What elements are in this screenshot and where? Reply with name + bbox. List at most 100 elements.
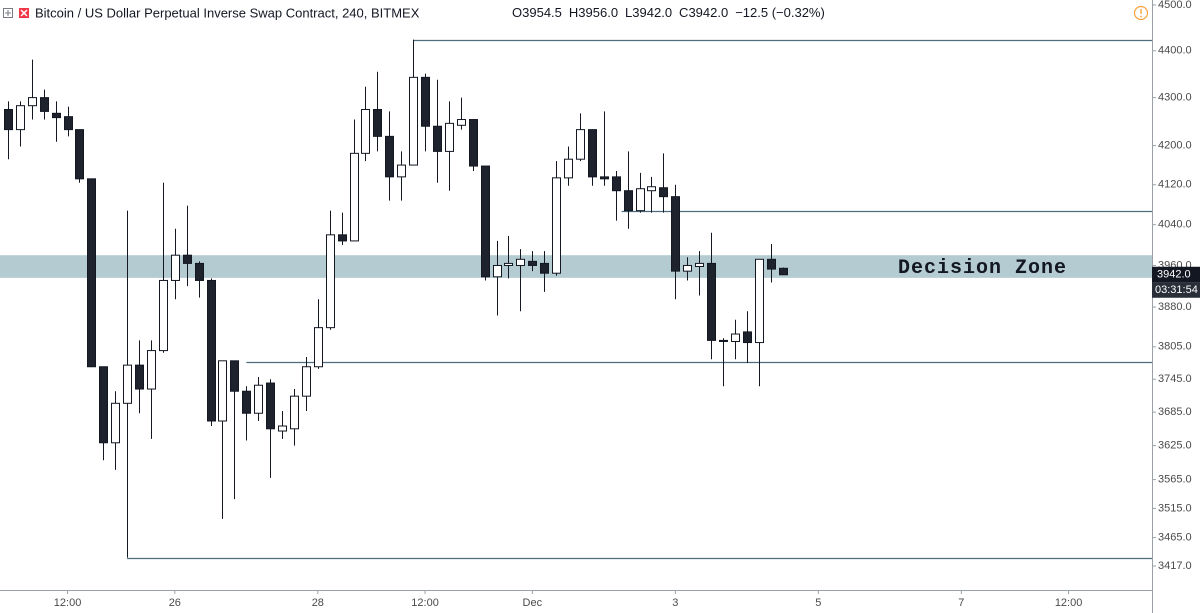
y-tick-label: 3805.0 xyxy=(1158,341,1192,353)
y-tick-label: 3565.0 xyxy=(1158,474,1192,486)
candle-body xyxy=(647,186,656,192)
header-icons[interactable] xyxy=(3,8,30,18)
zone-label: Decision Zone xyxy=(898,257,1067,280)
last-price-tag xyxy=(1152,266,1200,283)
candle-body xyxy=(397,164,406,178)
candle-body xyxy=(218,360,227,422)
ohlc-value: 3956.0 xyxy=(578,5,618,20)
candle-body xyxy=(719,339,728,342)
candle-body xyxy=(75,129,84,180)
candle-body xyxy=(326,234,335,329)
x-tick-label: 12:00 xyxy=(1055,597,1083,609)
candle-body xyxy=(600,176,609,180)
candle-body xyxy=(111,402,120,444)
chart-title: Bitcoin / US Dollar Perpetual Inverse Sw… xyxy=(35,5,420,20)
candle-body xyxy=(350,152,359,242)
candle-body xyxy=(64,116,73,131)
candle-body xyxy=(433,125,442,152)
candle-body xyxy=(242,390,251,414)
plot-area: Decision Zone xyxy=(0,39,1152,560)
candle-body xyxy=(195,262,204,281)
candle-body xyxy=(683,264,692,272)
candle-body xyxy=(266,382,275,430)
candle-body xyxy=(767,258,776,270)
candle-body xyxy=(123,364,132,404)
y-tick-label: 4400.0 xyxy=(1158,45,1192,57)
candle-body xyxy=(278,425,287,432)
candle-body xyxy=(540,262,549,274)
decision-zone xyxy=(0,255,1152,278)
y-tick-label: 4040.0 xyxy=(1158,219,1192,231)
candle-body xyxy=(469,119,478,167)
candle-body xyxy=(16,105,25,131)
candle-body xyxy=(290,395,299,430)
candle-body xyxy=(207,279,216,422)
collapse-icon[interactable] xyxy=(3,8,13,18)
candle-body xyxy=(254,384,263,414)
candle-body xyxy=(588,129,597,178)
candle-body xyxy=(87,178,96,368)
candle-body xyxy=(755,258,764,344)
ohlc-key: C xyxy=(679,5,688,20)
candle-body xyxy=(99,366,108,444)
candle-body xyxy=(695,262,704,268)
candle-body xyxy=(576,129,585,160)
candle-body xyxy=(373,108,382,137)
y-tick-label: 3625.0 xyxy=(1158,439,1192,451)
candle-body xyxy=(612,176,621,192)
candle-body xyxy=(385,135,394,178)
candle-body xyxy=(147,350,156,390)
warning-circle[interactable] xyxy=(1133,5,1149,21)
candle-body xyxy=(4,108,13,131)
candle-body xyxy=(707,262,716,341)
candle-body xyxy=(159,279,168,352)
candle-body xyxy=(731,333,740,342)
candle-body xyxy=(457,119,466,126)
candle-body xyxy=(361,108,370,154)
ohlc-key: L xyxy=(625,5,632,20)
candle-body xyxy=(481,165,490,278)
y-tick-label: 3880.0 xyxy=(1158,301,1192,313)
x-tick-label: 26 xyxy=(169,597,181,609)
candle-body xyxy=(409,76,418,166)
y-tick-label: 3465.0 xyxy=(1158,531,1192,543)
warning-icon[interactable] xyxy=(1133,5,1149,21)
y-tick-label: 3685.0 xyxy=(1158,406,1192,418)
candle-body xyxy=(445,122,454,152)
ohlc-key: O xyxy=(512,5,522,20)
y-tick-label: 4500.0 xyxy=(1158,0,1192,11)
candle-body xyxy=(493,264,502,278)
candle-body xyxy=(40,97,49,112)
warning-dot xyxy=(1140,15,1142,18)
x-tick-label: 5 xyxy=(815,597,821,609)
candle-body xyxy=(528,260,537,266)
candle-body xyxy=(314,327,323,368)
candle-body xyxy=(338,234,347,242)
countdown-tag xyxy=(1152,282,1200,298)
candle-body xyxy=(302,366,311,397)
last-price-label: 3942.0 xyxy=(1157,269,1191,281)
candle-body xyxy=(28,97,37,107)
x-tick-label: 3 xyxy=(672,597,678,609)
candle-body xyxy=(52,112,61,119)
y-tick-label: 4200.0 xyxy=(1158,139,1192,151)
y-tick-label: 3417.0 xyxy=(1158,560,1192,572)
x-tick-label: 12:00 xyxy=(411,597,439,609)
x-tick-label: 7 xyxy=(958,597,964,609)
symbol-icon-mark xyxy=(20,9,28,17)
x-tick-label: Dec xyxy=(523,597,543,609)
ohlc-legend: O3954.5 H3956.0 L3942.0 C3942.0 −12.5 (−0.32… xyxy=(512,5,825,20)
x-tick-label: 12:00 xyxy=(54,597,82,609)
ohlc-value: 3954.5 xyxy=(522,5,562,20)
ohlc-values: O3954.5 H3956.0 L3942.0 C3942.0 −12.5 (−0.32… xyxy=(512,5,825,20)
change: −12.5 (−0.32%) xyxy=(735,5,825,20)
candle-body xyxy=(135,364,144,390)
candle-body xyxy=(516,258,525,266)
candle-body xyxy=(564,158,573,179)
y-tick-label: 4120.0 xyxy=(1158,179,1192,191)
x-tick-label: 28 xyxy=(312,597,324,609)
y-tick-label: 3515.0 xyxy=(1158,502,1192,514)
y-tick-label: 4300.0 xyxy=(1158,92,1192,104)
candle-body xyxy=(230,360,239,392)
